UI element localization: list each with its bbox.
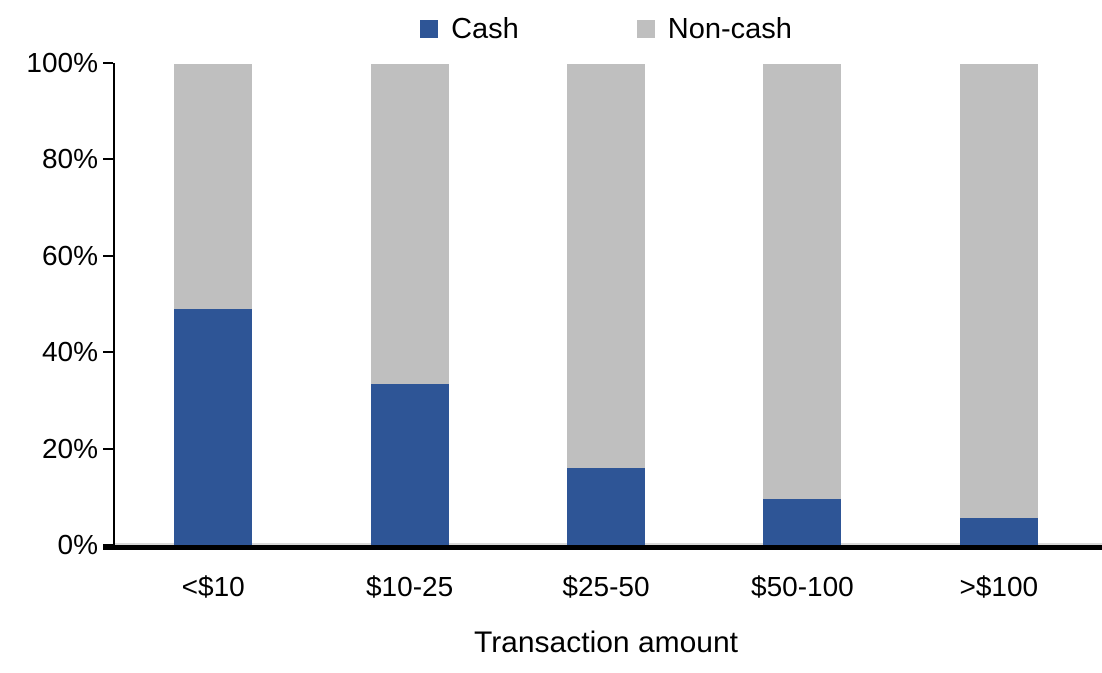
y-axis-tick [103, 254, 113, 257]
y-axis-tick [103, 62, 113, 64]
y-axis-tick-label: 20% [41, 432, 98, 464]
bar-5-noncash-segment [959, 64, 1038, 519]
y-axis-tick [103, 351, 113, 354]
bar-3-noncash-segment [567, 64, 645, 468]
x-axis-category-label: >$100 [959, 571, 1039, 602]
x-axis-title: Transaction amount [473, 626, 739, 659]
x-axis-category-label: $10-25 [365, 571, 454, 602]
y-axis-tick-label: 60% [41, 239, 98, 271]
x-axis-line [103, 545, 1102, 550]
bar-1-cash-segment [174, 308, 253, 545]
y-axis-tick-label: 80% [41, 143, 98, 175]
y-axis-tick-label: 40% [41, 336, 98, 368]
legend-label: Non-cash [667, 12, 792, 45]
bar-5-cash-segment [959, 518, 1038, 545]
y-axis-tick-label: 100% [26, 47, 98, 78]
x-axis-category-label: $50-100 [751, 571, 854, 602]
x-axis-category-label: $25-50 [562, 571, 650, 602]
chart-legend: Cash Non-cash [115, 12, 1097, 46]
y-axis-line [113, 63, 115, 549]
bar-2-cash-segment [370, 383, 449, 545]
legend-marker-icon [636, 20, 655, 38]
x-axis-category-label: <$10 [181, 571, 245, 602]
legend-marker-icon [420, 20, 439, 38]
bar-4-noncash-segment [763, 64, 842, 500]
legend-item-cash: Cash [420, 12, 519, 45]
y-axis-tick [103, 158, 113, 161]
y-axis-tick-label: 0% [57, 529, 98, 560]
y-axis-tick [103, 447, 113, 450]
bar-3-cash-segment [567, 467, 645, 545]
bar-2-noncash-segment [370, 64, 449, 384]
bar-1-noncash-segment [174, 64, 253, 309]
legend-label: Cash [451, 12, 519, 45]
legend-item-non-cash: Non-cash [636, 12, 792, 45]
bar-4-cash-segment [763, 499, 842, 545]
